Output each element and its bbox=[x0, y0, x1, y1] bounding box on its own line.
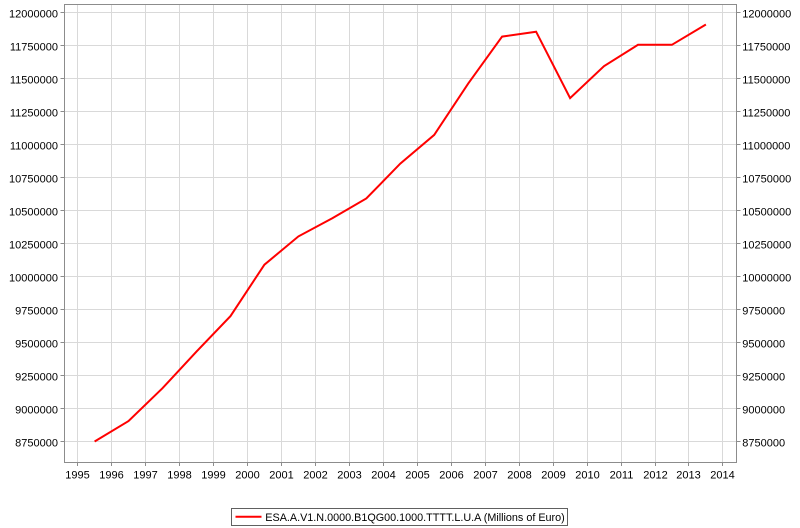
svg-text:1997: 1997 bbox=[133, 469, 157, 481]
svg-text:2014: 2014 bbox=[710, 469, 734, 481]
svg-text:9750000: 9750000 bbox=[15, 305, 58, 317]
svg-text:2013: 2013 bbox=[676, 469, 700, 481]
svg-text:10750000: 10750000 bbox=[742, 173, 791, 185]
svg-text:2000: 2000 bbox=[235, 469, 259, 481]
svg-text:2003: 2003 bbox=[337, 469, 361, 481]
svg-text:10250000: 10250000 bbox=[742, 239, 791, 251]
svg-text:2012: 2012 bbox=[643, 469, 667, 481]
svg-text:1996: 1996 bbox=[99, 469, 123, 481]
svg-text:ESA.A.V1.N.0000.B1QG00.1000.TT: ESA.A.V1.N.0000.B1QG00.1000.TTTT.L.U.A (… bbox=[265, 512, 564, 524]
svg-text:2007: 2007 bbox=[473, 469, 497, 481]
svg-text:2001: 2001 bbox=[269, 469, 293, 481]
svg-text:11750000: 11750000 bbox=[742, 41, 790, 53]
svg-text:10000000: 10000000 bbox=[742, 272, 791, 284]
svg-text:9750000: 9750000 bbox=[742, 305, 785, 317]
svg-text:2005: 2005 bbox=[405, 469, 429, 481]
svg-text:11500000: 11500000 bbox=[742, 74, 790, 86]
svg-text:11000000: 11000000 bbox=[742, 140, 790, 152]
svg-text:2004: 2004 bbox=[371, 469, 395, 481]
svg-text:10750000: 10750000 bbox=[9, 173, 58, 185]
svg-text:8750000: 8750000 bbox=[15, 437, 58, 449]
svg-text:9500000: 9500000 bbox=[15, 338, 58, 350]
svg-text:1998: 1998 bbox=[167, 469, 191, 481]
svg-text:11000000: 11000000 bbox=[10, 140, 58, 152]
svg-text:8750000: 8750000 bbox=[742, 437, 785, 449]
svg-text:1999: 1999 bbox=[201, 469, 225, 481]
svg-text:12000000: 12000000 bbox=[742, 8, 791, 20]
svg-text:2006: 2006 bbox=[439, 469, 463, 481]
svg-text:2002: 2002 bbox=[303, 469, 327, 481]
svg-text:11750000: 11750000 bbox=[10, 41, 58, 53]
svg-text:2009: 2009 bbox=[541, 469, 565, 481]
svg-text:9000000: 9000000 bbox=[15, 404, 58, 416]
svg-text:10500000: 10500000 bbox=[9, 206, 58, 218]
svg-text:12000000: 12000000 bbox=[9, 8, 58, 20]
svg-text:11500000: 11500000 bbox=[10, 74, 58, 86]
svg-text:10000000: 10000000 bbox=[9, 272, 58, 284]
svg-text:11250000: 11250000 bbox=[742, 107, 790, 119]
svg-text:11250000: 11250000 bbox=[10, 107, 58, 119]
svg-text:2011: 2011 bbox=[610, 469, 634, 481]
svg-text:9250000: 9250000 bbox=[742, 371, 785, 383]
svg-text:9250000: 9250000 bbox=[15, 371, 58, 383]
svg-text:9500000: 9500000 bbox=[742, 338, 785, 350]
svg-text:2008: 2008 bbox=[507, 469, 531, 481]
svg-text:9000000: 9000000 bbox=[742, 404, 785, 416]
svg-text:2010: 2010 bbox=[575, 469, 599, 481]
svg-text:10500000: 10500000 bbox=[742, 206, 791, 218]
svg-text:10250000: 10250000 bbox=[9, 239, 58, 251]
svg-text:1995: 1995 bbox=[65, 469, 89, 481]
